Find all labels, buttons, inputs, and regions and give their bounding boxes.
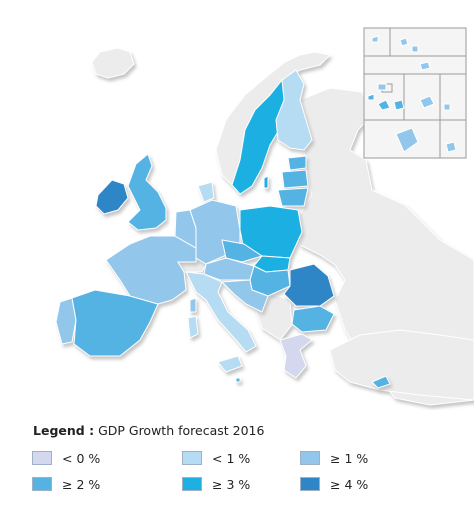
non-eu-iceland [91,47,135,79]
legend-item-ge2: ≥ 2 % [32,476,100,492]
legend-swatch-ge2 [32,477,52,491]
legend-item-ge3: ≥ 3 % [182,476,250,492]
inset-madeira [419,61,431,71]
country-uk [127,153,167,231]
country-denmark [197,181,215,203]
country-italy-sicily [217,355,243,373]
country-estonia [287,155,307,171]
legend-swatch-ge4 [300,477,320,491]
legend-swatch-ge3 [182,477,202,491]
country-romania [283,263,335,307]
country-malta [235,377,241,383]
legend-swatch-lt0 [32,451,52,465]
country-ireland [95,179,129,215]
country-sweden-gotland [263,175,269,189]
legend-swatch-lt1 [182,451,202,465]
country-czech [221,239,264,263]
inset-guadeloupe [419,95,435,109]
country-france-corsica [189,297,197,313]
legend-title-text: GDP Growth forecast 2016 [98,423,265,438]
map-svg [55,27,474,406]
legend-label-lt0: < 0 % [62,450,101,466]
country-bulgaria [291,305,335,333]
inset-islands-b [411,45,419,53]
non-eu-land [299,87,474,406]
country-cyprus [371,375,391,389]
inset-canaries-1 [377,99,391,111]
legend-item-ge1: ≥ 1 % [300,450,368,466]
non-eu-turkey [329,329,474,401]
country-finland [275,69,313,151]
country-italy-sardinia [187,315,199,339]
legend-label-ge2: ≥ 2 % [62,476,101,492]
inset-guiana [377,83,387,91]
legend-label-ge4: ≥ 4 % [330,476,369,492]
inset-canaries-3 [367,93,375,101]
legend: Legend : GDP Growth forecast 2016 < 0 % … [30,418,460,503]
country-croatia [220,279,269,313]
legend-title: Legend : GDP Growth forecast 2016 [33,423,264,438]
legend-label-ge3: ≥ 3 % [212,476,251,492]
inset-canaries-2 [393,99,405,111]
legend-item-lt0: < 0 % [32,450,100,466]
country-greece [279,333,313,379]
inset-azores [371,35,379,43]
inset-mayotte [445,141,457,153]
legend-item-ge4: ≥ 4 % [300,476,368,492]
legend-swatch-ge1 [300,451,320,465]
legend-item-lt1: < 1 % [182,450,250,466]
country-spain [71,289,159,357]
legend-label-ge1: ≥ 1 % [330,450,369,466]
europe-map [55,27,474,406]
country-italy [185,271,257,353]
inset-map [363,27,467,159]
legend-label-lt1: < 1 % [212,450,251,466]
inset-islands-a [399,37,409,47]
inset-reunion [395,127,419,153]
country-lithuania [277,187,309,207]
inset-martinique [443,103,451,111]
country-latvia [281,169,309,189]
legend-title-bold: Legend : [33,423,95,438]
